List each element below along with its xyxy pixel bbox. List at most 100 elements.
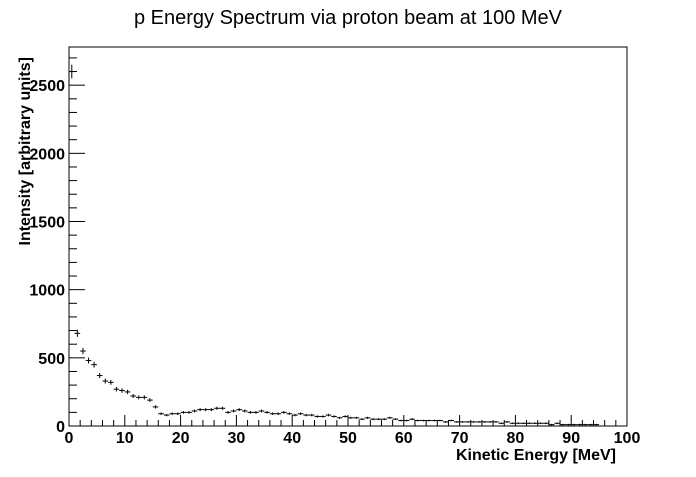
data-point [292,413,298,417]
data-point [253,411,259,414]
data-point [281,411,287,414]
chart-title: p Energy Spectrum via proton beam at 100… [134,7,563,29]
data-point [560,423,566,426]
data-point [158,412,164,416]
data-point [381,418,388,421]
data-point [297,412,304,416]
data-point [509,422,516,425]
data-point [459,421,466,423]
data-point [247,411,254,414]
data-point [487,421,494,423]
data-point [498,422,505,425]
data-point [147,398,153,402]
plot-frame [68,46,628,427]
data-point [197,408,203,412]
data-point [504,421,510,423]
data-point [537,422,544,425]
data-point [314,415,321,418]
data-point [124,389,131,395]
data-point [325,413,332,417]
data-point [208,408,215,412]
data-point [135,395,142,400]
tick-labels: 0 10 20 30 40 50 60 70 80 90 100050010001500200025… [29,78,640,447]
data-point [493,421,499,423]
data-point [359,418,365,421]
y-axis-label: Intensity [arbitrary units] [17,57,34,245]
y-tick-label: 1000 [29,283,65,300]
data-point [476,421,482,423]
data-point [526,422,533,425]
x-tick-label: 30 [228,430,246,447]
data-point [392,418,399,421]
data-point [163,413,170,417]
data-point [398,419,404,422]
data-point [403,419,410,422]
y-tick-label: 500 [38,351,65,368]
x-tick-label: 90 [562,430,580,447]
data-point [582,423,588,426]
data-point [331,415,337,418]
data-point [320,415,326,418]
x-tick-label: 50 [339,430,357,447]
data-point [186,411,192,414]
data-point [175,412,181,416]
data-point [241,409,248,413]
data-point [141,395,148,400]
data-point [80,347,86,355]
data-point [543,422,549,425]
data-point [214,406,220,410]
x-tick-label: 0 [65,430,74,447]
data-point [219,406,226,410]
data-point [191,409,198,413]
data-point [587,423,594,426]
data-point [431,419,438,422]
data-point [593,423,600,426]
data-point [269,412,276,416]
data-point [169,412,176,416]
data-point [532,422,538,425]
data-point [348,416,354,419]
data-point [119,388,125,393]
data-point [102,378,109,384]
data-point [420,419,427,422]
x-tick-label: 70 [451,430,469,447]
data-point [74,329,81,337]
data-point [375,418,382,421]
x-tick-label: 10 [116,430,134,447]
data-point [85,357,92,364]
y-tick-label: 1500 [29,215,65,232]
data-point [364,416,371,419]
y-tick-label: 2000 [29,146,65,163]
data-point [454,421,460,423]
data-point [336,416,343,419]
data-point [353,416,360,419]
data-point [202,408,209,412]
x-tick-label: 40 [283,430,301,447]
data-point [258,409,265,413]
data-point [565,423,572,426]
data-point [414,419,421,422]
y-tick-label: 2500 [29,78,65,95]
data-point [465,421,471,423]
data-point [515,422,521,425]
data-point [448,419,455,422]
data-point [91,361,97,368]
x-tick-label: 80 [507,430,525,447]
data-point [180,411,187,414]
data-point [554,422,561,425]
data-point [520,422,527,425]
data-point [69,64,75,79]
data-point [442,421,449,423]
data-point [236,408,242,412]
data-point [426,419,432,422]
x-tick-label: 20 [172,430,190,447]
data-point [96,372,103,379]
x-tick-label: 100 [614,430,641,447]
data-point [481,421,488,423]
data-point [342,415,348,418]
x-axis-label: Kinetic Energy [MeV] [456,447,616,464]
data-point [437,419,443,422]
data-point [387,416,393,419]
